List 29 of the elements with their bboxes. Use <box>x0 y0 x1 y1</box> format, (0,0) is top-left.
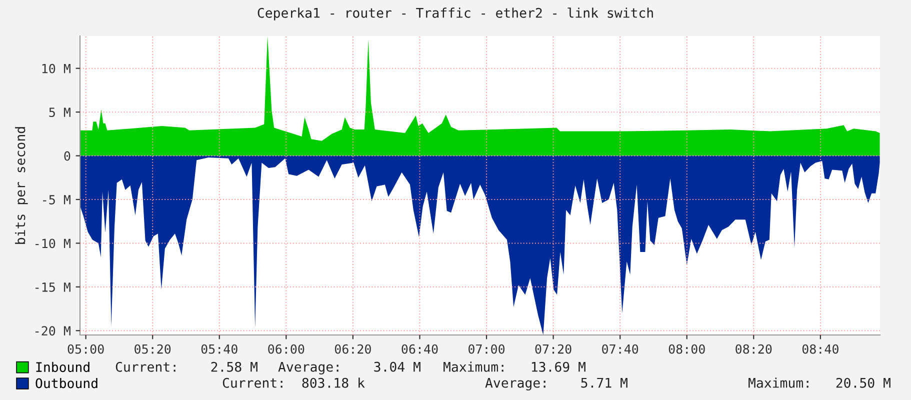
text: Maximum: 13.69 M <box>444 362 586 372</box>
text: Maximum: 20.50 M <box>748 378 890 388</box>
y-tick-label: -20 M <box>36 326 70 336</box>
x-tick-label: 05:00 <box>68 344 104 354</box>
y-tick-label: -5 M <box>43 195 70 204</box>
y-tick-label: -10 M <box>36 238 70 248</box>
x-tick-label: 07:20 <box>535 344 572 354</box>
x-tick-label: 05:20 <box>134 344 171 354</box>
y-axis-title: bits per second <box>15 127 28 244</box>
x-tick-label: 06:40 <box>402 344 438 354</box>
legend-label: Inbound <box>36 362 90 372</box>
y-tick-label: 5 M <box>49 108 70 118</box>
legend-label: Outbound <box>36 378 98 388</box>
text: Current: 2.58 M <box>116 362 258 372</box>
x-tick-label: 06:00 <box>268 344 304 354</box>
x-tick-label: 07:00 <box>468 344 505 354</box>
y-tick-label: -15 M <box>36 282 70 292</box>
text: Average: 5.71 M <box>485 378 628 390</box>
x-tick-label: 05:40 <box>201 344 238 354</box>
x-tick-label: 06:20 <box>334 344 371 354</box>
x-tick-label: 08:40 <box>802 344 838 354</box>
x-tick-label: 08:20 <box>736 344 772 354</box>
text: Current: 803.18 k <box>222 378 365 388</box>
chart-title: Ceperka1 - router - Traffic - ether2 - link switch <box>258 8 653 20</box>
y-tick-label: 0 <box>64 151 70 161</box>
x-tick-label: 07:40 <box>602 344 638 354</box>
text: Average: 3.04 M <box>278 362 420 374</box>
x-tick-label: 08:00 <box>668 344 705 354</box>
y-tick-label: 10 M <box>42 64 70 74</box>
